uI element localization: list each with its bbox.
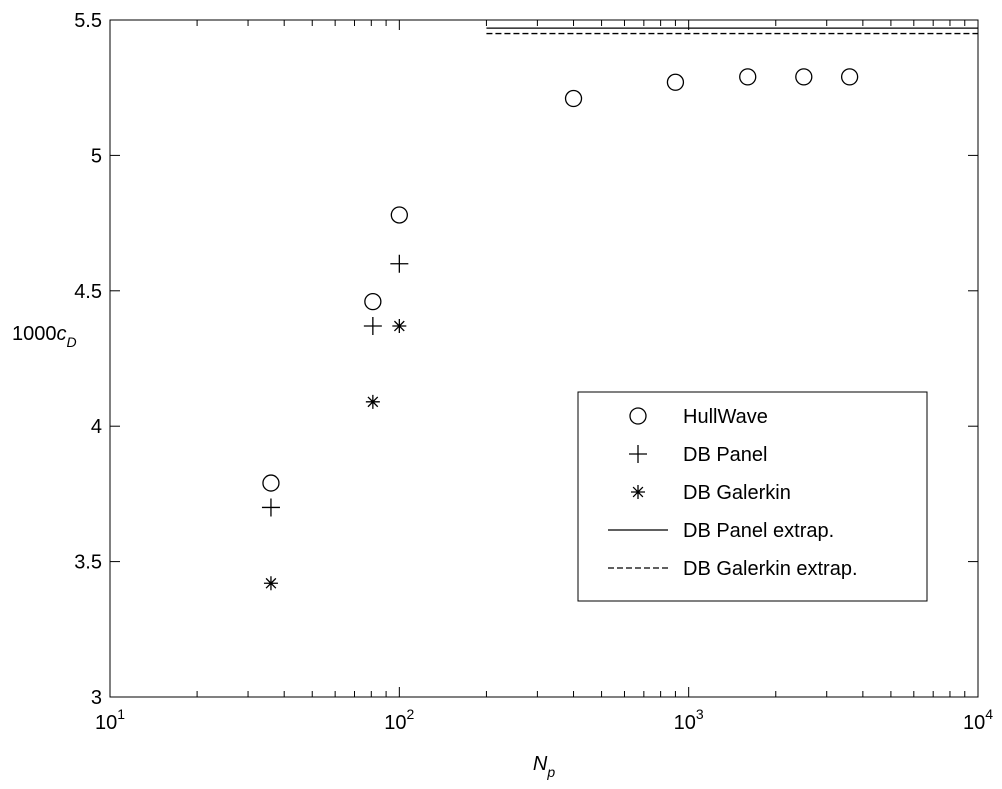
legend-swatch xyxy=(629,445,647,463)
legend-label: DB Galerkin xyxy=(683,482,791,504)
y-label-main: 1000 xyxy=(12,323,57,345)
legend-label: HullWave xyxy=(683,406,768,428)
data-point xyxy=(840,68,859,86)
x-tick-exponent: 2 xyxy=(407,706,415,722)
x-tick-exponent: 4 xyxy=(985,706,993,722)
data-point xyxy=(261,498,280,517)
x-tick-exponent: 1 xyxy=(117,706,125,722)
y-tick-label: 4 xyxy=(91,416,102,438)
x-label-main: N xyxy=(533,753,548,775)
x-axis-label: Np xyxy=(533,753,555,780)
x-tick-label: 101 xyxy=(95,706,125,734)
legend-swatch xyxy=(631,485,645,499)
x-tick-base: 10 xyxy=(384,712,406,734)
y-label-var: c xyxy=(57,323,67,345)
x-tick-exponent: 3 xyxy=(696,706,704,722)
data-point xyxy=(795,68,813,86)
x-tick-base: 10 xyxy=(95,712,117,734)
data-point xyxy=(739,68,757,86)
data-point xyxy=(363,317,382,336)
x-label-sub: p xyxy=(546,764,555,780)
x-tick-label: 102 xyxy=(384,706,414,734)
data-point xyxy=(263,576,278,591)
legend-label: DB Panel extrap. xyxy=(683,520,834,542)
data-point xyxy=(262,474,280,492)
data-point xyxy=(364,292,382,311)
y-label-sub: D xyxy=(67,334,77,350)
data-point xyxy=(390,206,408,224)
plot-frame xyxy=(109,19,979,698)
legend-label: DB Galerkin extrap. xyxy=(683,558,858,580)
x-tick-base: 10 xyxy=(963,712,985,734)
legend-label: DB Panel xyxy=(683,444,768,466)
data-point xyxy=(392,319,407,334)
x-tick-label: 103 xyxy=(674,706,704,734)
data-point xyxy=(564,89,583,108)
y-tick-label: 3 xyxy=(91,687,102,709)
y-axis-label: 1000cD xyxy=(12,323,77,350)
data-point xyxy=(390,254,409,273)
data-point xyxy=(365,394,380,409)
x-tick-base: 10 xyxy=(674,712,696,734)
x-tick-label: 104 xyxy=(963,706,993,734)
legend-swatch xyxy=(629,407,647,425)
data-point xyxy=(666,73,685,91)
y-tick-label: 5.5 xyxy=(74,10,102,32)
y-tick-label: 4.5 xyxy=(74,281,102,303)
legend-box xyxy=(577,391,928,602)
y-tick-label: 5 xyxy=(91,145,102,167)
y-tick-label: 3.5 xyxy=(74,552,102,574)
